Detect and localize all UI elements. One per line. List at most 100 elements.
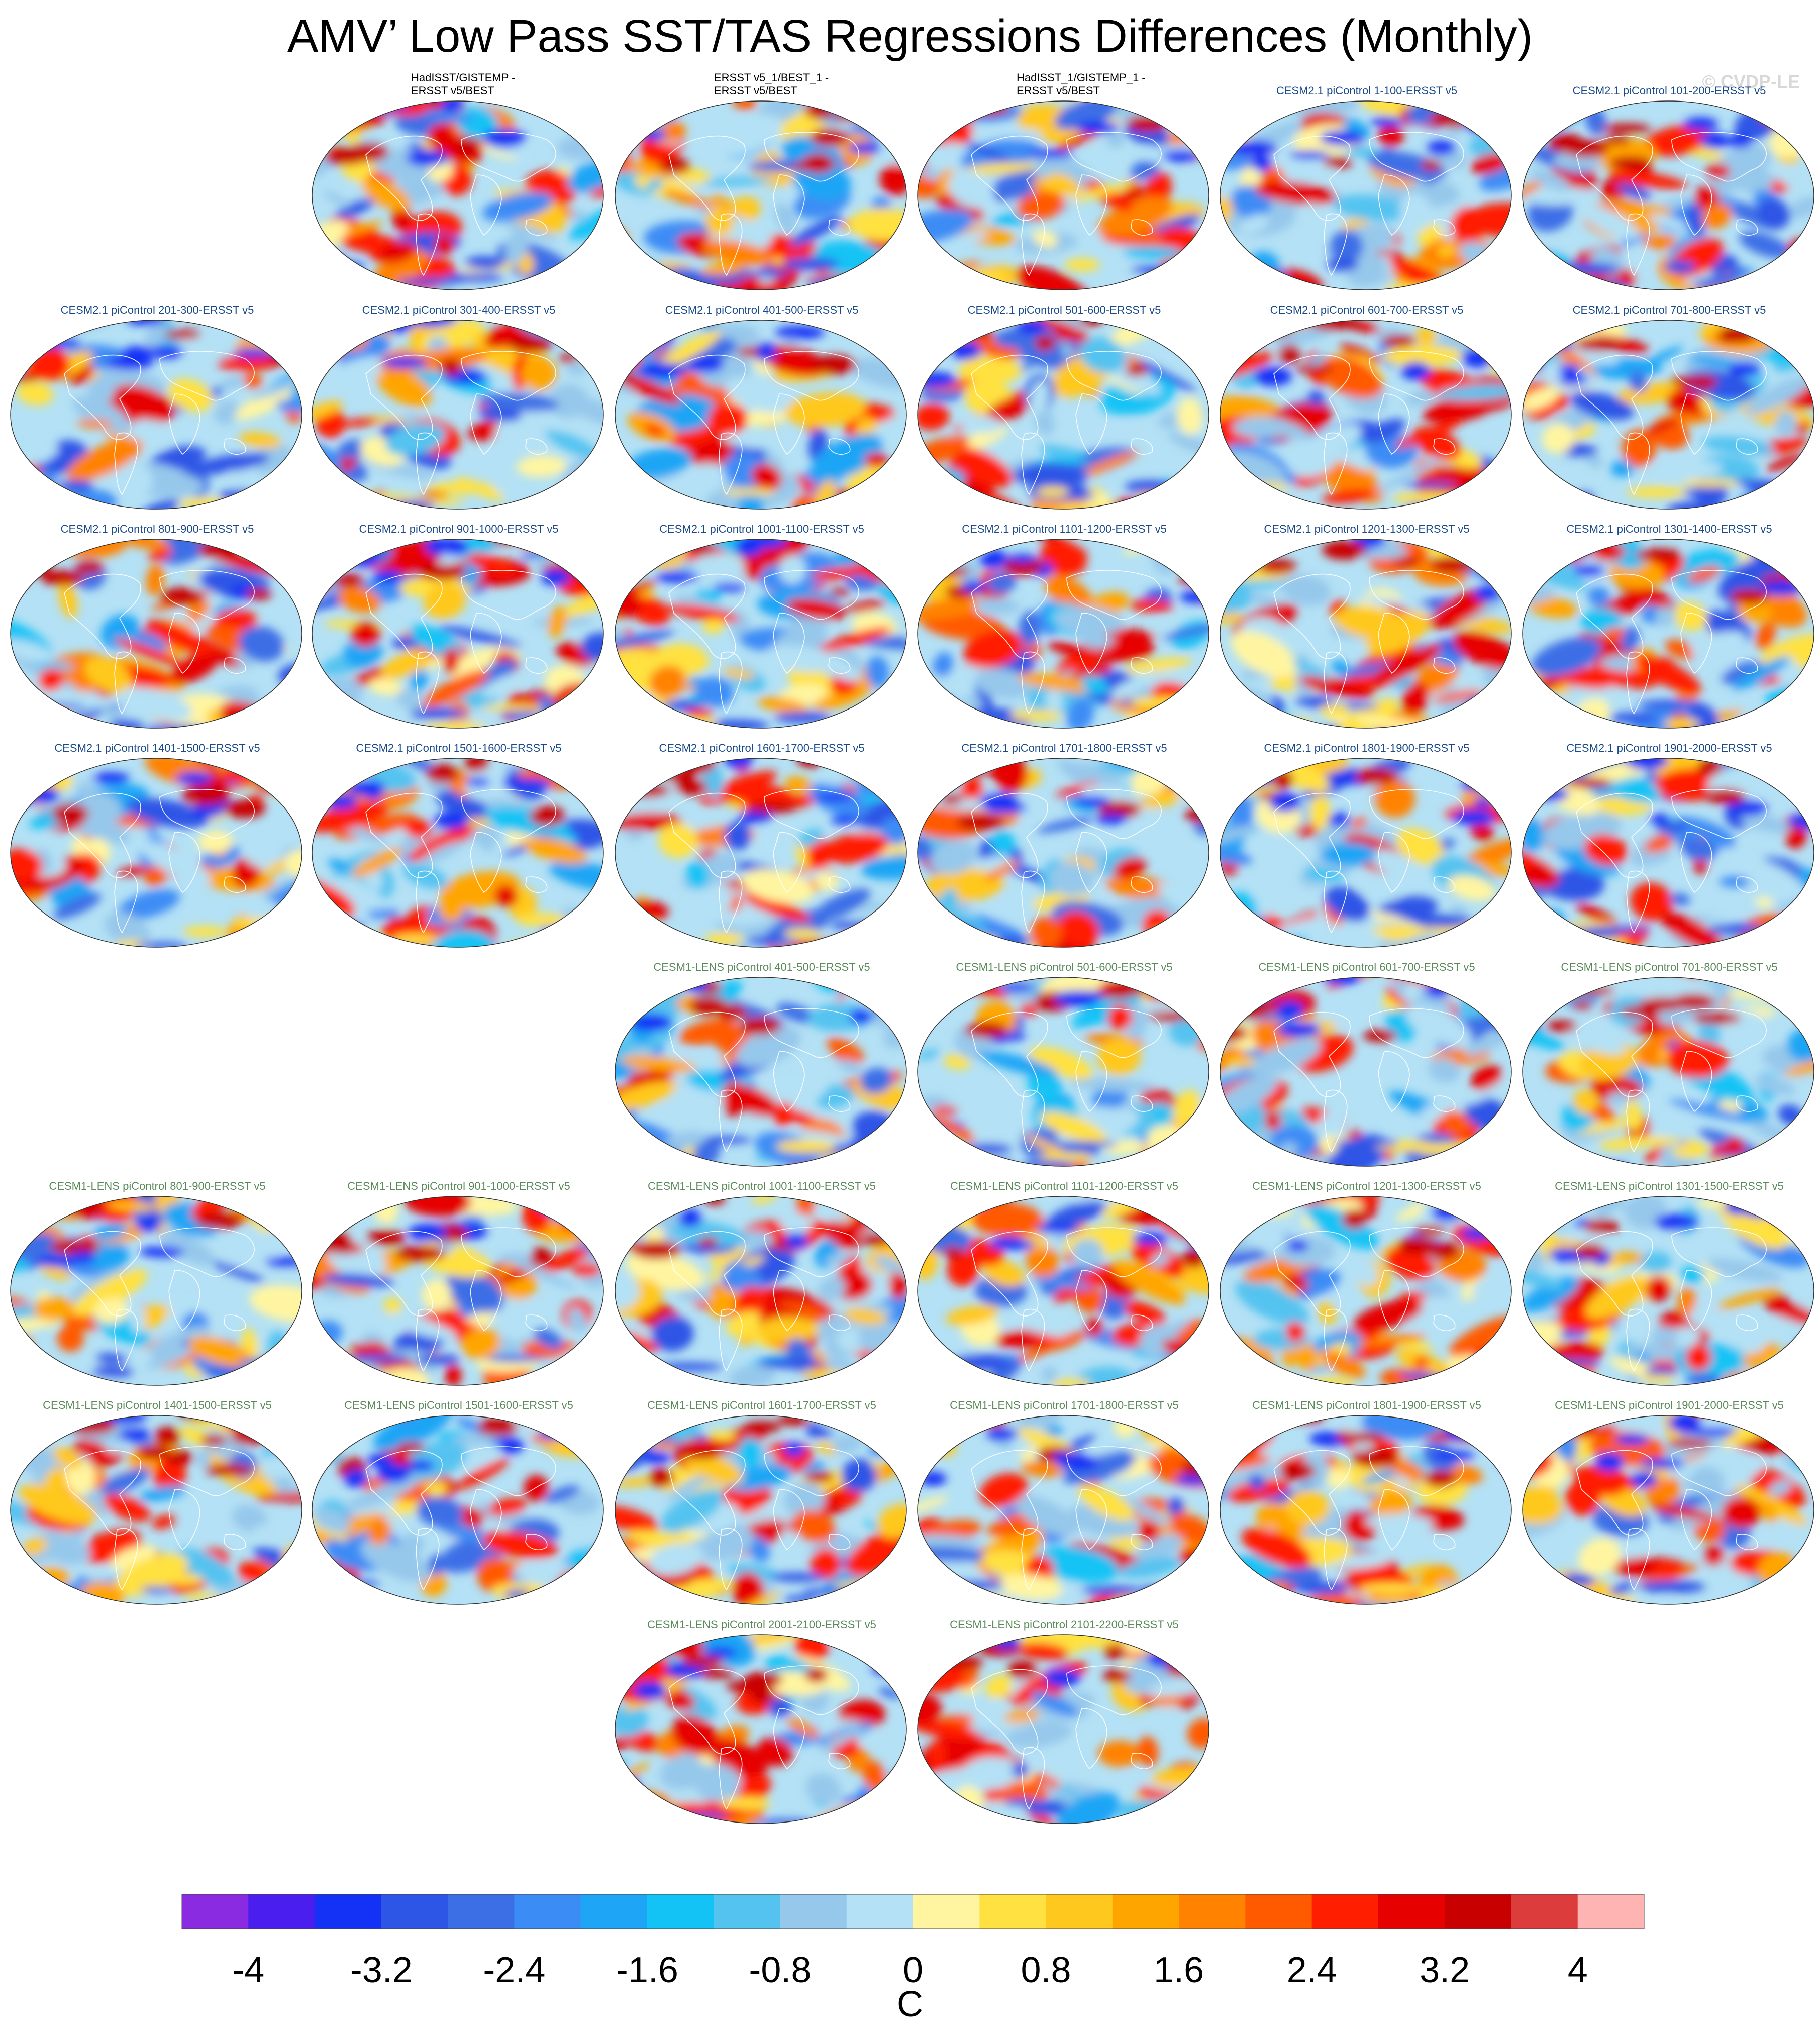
colorbar-swatch bbox=[979, 1894, 1047, 1929]
panel-title-line-2: ERSST v5/BEST bbox=[714, 84, 797, 97]
colorbar-swatch bbox=[647, 1894, 714, 1929]
panel-title-line-1: CESM1-LENS piControl 1401-1500-ERSST v5 bbox=[43, 1399, 272, 1411]
map-panel: CESM1-LENS piControl 601-700-ERSST v5 bbox=[1219, 948, 1515, 1167]
map-panel: CESM2.1 piControl 601-700-ERSST v5 bbox=[1219, 290, 1515, 510]
map-panel: HadISST/GISTEMP - ERSST v5/BEST bbox=[311, 71, 607, 290]
panel-title: CESM1-LENS piControl 1201-1300-ERSST v5 bbox=[1219, 1180, 1515, 1209]
colorbar-swatch bbox=[1311, 1894, 1379, 1929]
colorbar-tick-label: -2.4 bbox=[483, 1950, 546, 1990]
world-map bbox=[312, 539, 604, 729]
colorbar-tick-label: 4 bbox=[1567, 1950, 1588, 1990]
panel-title: CESM1-LENS piControl 501-600-ERSST v5 bbox=[916, 961, 1212, 990]
map-panel: CESM2.1 piControl 1301-1400-ERSST v5 bbox=[1521, 510, 1817, 729]
colorbar-swatch bbox=[1511, 1894, 1578, 1929]
world-map bbox=[10, 1415, 302, 1605]
panel-title-line-1: CESM1-LENS piControl 1001-1100-ERSST v5 bbox=[647, 1180, 876, 1192]
panel-title: CESM1-LENS piControl 1301-1500-ERSST v5 bbox=[1521, 1180, 1817, 1209]
panel-title-line-1: CESM2.1 piControl 1001-1100-ERSST v5 bbox=[659, 523, 864, 535]
panel-title: CESM1-LENS piControl 1801-1900-ERSST v5 bbox=[1219, 1399, 1515, 1428]
map-panel: ERSST v5_1/BEST_1 - ERSST v5/BEST bbox=[614, 71, 910, 290]
panel-title-line-1: CESM1-LENS piControl 501-600-ERSST v5 bbox=[956, 961, 1173, 973]
map-panel: CESM2.1 piControl 1601-1700-ERSST v5 bbox=[614, 729, 910, 948]
world-map bbox=[312, 1196, 604, 1386]
colorbar-swatch bbox=[714, 1894, 780, 1929]
panel-title: CESM2.1 piControl 1101-1200-ERSST v5 bbox=[916, 523, 1212, 552]
map-panel: CESM1-LENS piControl 1101-1200-ERSST v5 bbox=[916, 1167, 1212, 1386]
world-map bbox=[1522, 977, 1814, 1167]
world-map bbox=[10, 758, 302, 948]
world-map bbox=[1522, 1196, 1814, 1386]
panel-title-line-1: CESM2.1 piControl 501-600-ERSST v5 bbox=[967, 303, 1161, 316]
world-map bbox=[917, 1196, 1209, 1386]
colorbar-tick-label: 3.2 bbox=[1420, 1950, 1470, 1990]
panel-title-line-1: CESM1-LENS piControl 901-1000-ERSST v5 bbox=[347, 1180, 570, 1192]
panel-title: HadISST/GISTEMP - ERSST v5/BEST bbox=[311, 71, 607, 100]
colorbar-swatch bbox=[1245, 1894, 1312, 1929]
panel-title: CESM2.1 piControl 801-900-ERSST v5 bbox=[9, 523, 306, 552]
panel-title-line-1: CESM1-LENS piControl 1201-1300-ERSST v5 bbox=[1252, 1180, 1481, 1192]
world-map bbox=[10, 1196, 302, 1386]
map-panel: CESM1-LENS piControl 1601-1700-ERSST v5 bbox=[614, 1386, 910, 1605]
panel-title-line-1: CESM2.1 piControl 1901-2000-ERSST v5 bbox=[1566, 742, 1772, 754]
map-panel-grid: HadISST/GISTEMP - ERSST v5/BEST ERSST v5_1… bbox=[9, 71, 1817, 1824]
panel-title: CESM1-LENS piControl 1001-1100-ERSST v5 bbox=[614, 1180, 910, 1209]
panel-title-line-1: CESM2.1 piControl 301-400-ERSST v5 bbox=[362, 303, 556, 316]
map-panel: CESM2.1 piControl 1401-1500-ERSST v5 bbox=[9, 729, 306, 948]
colorbar-swatch bbox=[248, 1894, 316, 1929]
colorbar-swatch bbox=[580, 1894, 648, 1929]
colorbar-swatch bbox=[514, 1894, 581, 1929]
world-map bbox=[615, 1196, 907, 1386]
map-panel: CESM2.1 piControl 501-600-ERSST v5 bbox=[916, 290, 1212, 510]
panel-title: CESM1-LENS piControl 1901-2000-ERSST v5 bbox=[1521, 1399, 1817, 1428]
world-map bbox=[312, 100, 604, 290]
panel-title: CESM2.1 piControl 1001-1100-ERSST v5 bbox=[614, 523, 910, 552]
panel-title: CESM2.1 piControl 1-100-ERSST v5 bbox=[1219, 84, 1515, 114]
world-map bbox=[615, 539, 907, 729]
panel-title-line-1: CESM1-LENS piControl 1701-1800-ERSST v5 bbox=[950, 1399, 1179, 1411]
panel-title: CESM1-LENS piControl 2001-2100-ERSST v5 bbox=[614, 1618, 910, 1647]
panel-title-line-1: CESM2.1 piControl 1501-1600-ERSST v5 bbox=[356, 742, 562, 754]
panel-title: CESM2.1 piControl 501-600-ERSST v5 bbox=[916, 303, 1212, 333]
world-map bbox=[917, 1415, 1209, 1605]
colorbar-swatch bbox=[448, 1894, 515, 1929]
panel-title: CESM2.1 piControl 1701-1800-ERSST v5 bbox=[916, 742, 1212, 771]
panel-title: CESM2.1 piControl 601-700-ERSST v5 bbox=[1219, 303, 1515, 333]
colorbar-swatch bbox=[1046, 1894, 1113, 1929]
panel-title: CESM2.1 piControl 1201-1300-ERSST v5 bbox=[1219, 523, 1515, 552]
panel-title: CESM1-LENS piControl 2101-2200-ERSST v5 bbox=[916, 1618, 1212, 1647]
panel-title: ERSST v5_1/BEST_1 - ERSST v5/BEST bbox=[614, 71, 910, 100]
colorbar-units-label: C bbox=[897, 1984, 923, 2024]
panel-title: CESM2.1 piControl 1801-1900-ERSST v5 bbox=[1219, 742, 1515, 771]
panel-title: CESM1-LENS piControl 901-1000-ERSST v5 bbox=[311, 1180, 607, 1209]
map-panel: CESM1-LENS piControl 801-900-ERSST v5 bbox=[9, 1167, 306, 1386]
colorbar-tick-label: -0.8 bbox=[749, 1950, 812, 1990]
colorbar-swatch bbox=[1112, 1894, 1179, 1929]
map-panel: CESM2.1 piControl 1701-1800-ERSST v5 bbox=[916, 729, 1212, 948]
panel-title-line-1: CESM2.1 piControl 1201-1300-ERSST v5 bbox=[1264, 523, 1470, 535]
map-panel: CESM1-LENS piControl 1501-1600-ERSST v5 bbox=[311, 1386, 607, 1605]
panel-title-line-1: CESM1-LENS piControl 1601-1700-ERSST v5 bbox=[647, 1399, 876, 1411]
map-panel: CESM2.1 piControl 1001-1100-ERSST v5 bbox=[614, 510, 910, 729]
panel-title-line-1: CESM1-LENS piControl 1301-1500-ERSST v5 bbox=[1555, 1180, 1784, 1192]
map-panel: CESM2.1 piControl 301-400-ERSST v5 bbox=[311, 290, 607, 510]
panel-title-line-1: CESM2.1 piControl 1801-1900-ERSST v5 bbox=[1264, 742, 1470, 754]
world-map bbox=[615, 977, 907, 1167]
colorbar-outline bbox=[181, 1894, 1645, 1929]
world-map bbox=[1220, 758, 1512, 948]
world-map bbox=[1522, 539, 1814, 729]
map-panel: CESM1-LENS piControl 501-600-ERSST v5 bbox=[916, 948, 1212, 1167]
map-panel: CESM1-LENS piControl 1301-1500-ERSST v5 bbox=[1521, 1167, 1817, 1386]
world-map bbox=[10, 539, 302, 729]
panel-title-line-1: CESM1-LENS piControl 1501-1600-ERSST v5 bbox=[344, 1399, 573, 1411]
colorbar-swatch bbox=[780, 1894, 847, 1929]
panel-title-line-1: CESM2.1 piControl 1101-1200-ERSST v5 bbox=[962, 523, 1167, 535]
panel-title-line-1: CESM1-LENS piControl 1901-2000-ERSST v5 bbox=[1555, 1399, 1784, 1411]
panel-title: CESM2.1 piControl 301-400-ERSST v5 bbox=[311, 303, 607, 333]
colorbar-tick-label: 2.4 bbox=[1286, 1950, 1337, 1990]
panel-title: CESM1-LENS piControl 601-700-ERSST v5 bbox=[1219, 961, 1515, 990]
panel-title-line-1: CESM1-LENS piControl 601-700-ERSST v5 bbox=[1258, 961, 1475, 973]
map-panel: CESM2.1 piControl 101-200-ERSST v5 bbox=[1521, 71, 1817, 290]
colorbar-swatch bbox=[182, 1894, 249, 1929]
world-map bbox=[1522, 320, 1814, 510]
map-panel: CESM2.1 piControl 201-300-ERSST v5 bbox=[9, 290, 306, 510]
